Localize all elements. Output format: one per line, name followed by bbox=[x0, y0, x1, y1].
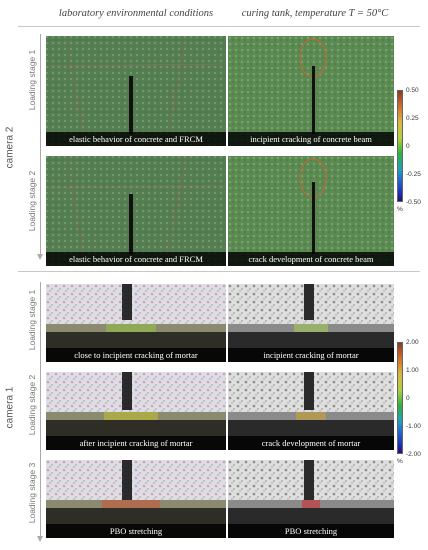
cb2-unit: % bbox=[397, 206, 403, 213]
stage-label-c1-2: Loading stage 2 bbox=[27, 374, 37, 436]
cb2-tick: 0.25 bbox=[406, 115, 419, 122]
cb1-tick: 1.00 bbox=[406, 367, 419, 374]
column-header-left: laboratory environmental conditions bbox=[58, 8, 214, 19]
camera-label-1: camera 1 bbox=[4, 386, 16, 429]
cb2-tick: 0 bbox=[406, 143, 410, 150]
caption-c1-tank-stage3: PBO stretching bbox=[228, 524, 394, 538]
dic-image-green bbox=[228, 156, 394, 266]
stage-label-c1-3: Loading stage 3 bbox=[27, 462, 37, 524]
panel-c2-lab-stage2: elastic behavior of concrete and FRCM bbox=[46, 156, 226, 266]
caption-c1-tank-stage1: incipient cracking of mortar bbox=[228, 348, 394, 362]
caption-c2-tank-stage1: incipient cracking of concrete beam bbox=[228, 132, 394, 146]
cb1-unit: % bbox=[397, 458, 403, 465]
divider-middle bbox=[18, 271, 420, 272]
caption-c1-tank-stage2: crack development of mortar bbox=[228, 436, 394, 450]
stage-arrow-head-camera2 bbox=[37, 254, 43, 260]
panel-c2-tank-stage1: incipient cracking of concrete beam bbox=[228, 36, 394, 146]
stage-arrow-camera2 bbox=[40, 34, 41, 256]
stage-arrow-camera1 bbox=[40, 282, 41, 538]
caption-c1-lab-stage1: close to incipient cracking of mortar bbox=[46, 348, 226, 362]
panel-c2-tank-stage2: crack development of concrete beam bbox=[228, 156, 394, 266]
dic-image-green bbox=[46, 36, 226, 146]
colorbar-camera1 bbox=[397, 342, 403, 454]
panel-c1-tank-stage3: PBO stretching bbox=[228, 460, 394, 538]
panel-c1-lab-stage3: PBO stretching bbox=[46, 460, 226, 538]
divider-top bbox=[18, 26, 420, 27]
caption-c2-tank-stage2: crack development of concrete beam bbox=[228, 252, 394, 266]
caption-c1-lab-stage3: PBO stretching bbox=[46, 524, 226, 538]
stage-label-c1-1: Loading stage 1 bbox=[27, 289, 37, 351]
caption-c1-lab-stage2: after incipient cracking of mortar bbox=[46, 436, 226, 450]
cb2-tick: -0.50 bbox=[406, 199, 421, 206]
camera-label-2: camera 2 bbox=[4, 126, 16, 169]
panel-c1-lab-stage1: close to incipient cracking of mortar bbox=[46, 284, 226, 362]
cb2-tick: 0.50 bbox=[406, 87, 419, 94]
caption-c2-lab-stage1: elastic behavior of concrete and FRCM bbox=[46, 132, 226, 146]
panel-c1-tank-stage2: crack development of mortar bbox=[228, 372, 394, 450]
cb1-tick: 0 bbox=[406, 395, 410, 402]
colorbar-camera2 bbox=[397, 90, 403, 202]
cb1-tick: 2.00 bbox=[406, 339, 419, 346]
stage-label-c2-1: Loading stage 1 bbox=[27, 49, 37, 111]
stage-label-c2-2: Loading stage 2 bbox=[27, 170, 37, 232]
panel-c2-lab-stage1: elastic behavior of concrete and FRCM bbox=[46, 36, 226, 146]
caption-c2-lab-stage2: elastic behavior of concrete and FRCM bbox=[46, 252, 226, 266]
dic-image-green bbox=[228, 36, 394, 146]
column-header-right: curing tank, temperature T = 50°C bbox=[241, 8, 389, 19]
cb2-tick: -0.25 bbox=[406, 171, 421, 178]
dic-image-green bbox=[46, 156, 226, 266]
cb1-tick: -2.00 bbox=[406, 451, 421, 458]
panel-c1-tank-stage1: incipient cracking of mortar bbox=[228, 284, 394, 362]
panel-c1-lab-stage2: after incipient cracking of mortar bbox=[46, 372, 226, 450]
stage-arrow-head-camera1 bbox=[37, 536, 43, 542]
cb1-tick: -1.00 bbox=[406, 423, 421, 430]
